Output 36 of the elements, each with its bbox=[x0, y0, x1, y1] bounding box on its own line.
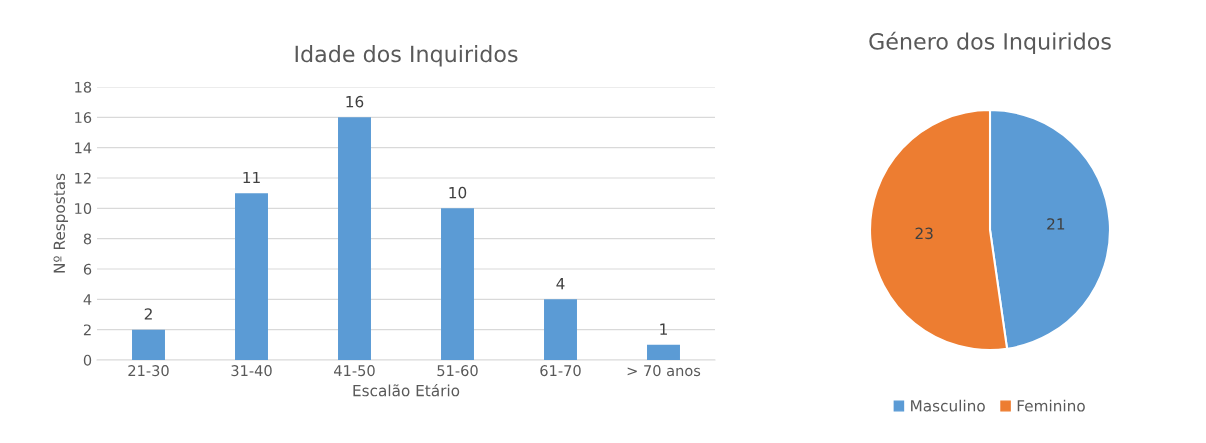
x-tick-label: > 70 anos bbox=[627, 365, 701, 377]
legend-label: Feminino bbox=[1017, 399, 1085, 412]
data-label: 2 bbox=[144, 308, 152, 320]
bar bbox=[338, 117, 371, 360]
data-label: 1 bbox=[660, 323, 667, 335]
y-tick-label: 8 bbox=[83, 233, 92, 245]
bar bbox=[647, 344, 680, 360]
y-tick-label: 12 bbox=[75, 172, 91, 184]
y-tick-label: 14 bbox=[75, 142, 92, 154]
data-label: 23 bbox=[915, 227, 933, 240]
y-tick-label: 2 bbox=[83, 324, 91, 336]
data-label: 4 bbox=[556, 278, 565, 290]
data-label: 11 bbox=[243, 171, 260, 184]
data-label: 16 bbox=[346, 95, 364, 108]
chart-title: Género dos Inquiridos bbox=[869, 31, 1111, 55]
chart-title: Idade dos Inquiridos bbox=[295, 45, 518, 67]
bar bbox=[544, 299, 577, 360]
y-tick-label: 18 bbox=[75, 81, 92, 93]
bar bbox=[132, 329, 165, 360]
x-axis-title: Escalão Etário bbox=[353, 383, 460, 397]
x-tick-label: 41-50 bbox=[334, 365, 375, 377]
legend-label: Masculino bbox=[911, 399, 985, 412]
data-label: 21 bbox=[1047, 218, 1065, 230]
y-axis-title: Nº Respostas bbox=[53, 173, 69, 273]
x-tick-label: 51-60 bbox=[437, 365, 478, 377]
y-tick-label: 6 bbox=[83, 263, 92, 275]
x-tick-label: 31-40 bbox=[231, 365, 272, 377]
x-tick-label: 61-70 bbox=[540, 365, 581, 377]
data-label: 10 bbox=[449, 186, 467, 199]
y-tick-label: 0 bbox=[83, 354, 92, 366]
bar bbox=[235, 193, 268, 360]
y-tick-label: 4 bbox=[83, 294, 92, 305]
y-tick-label: 16 bbox=[75, 112, 92, 124]
x-tick-label: 21-30 bbox=[128, 365, 169, 377]
y-tick-label: 10 bbox=[75, 203, 92, 215]
bar bbox=[441, 208, 474, 360]
